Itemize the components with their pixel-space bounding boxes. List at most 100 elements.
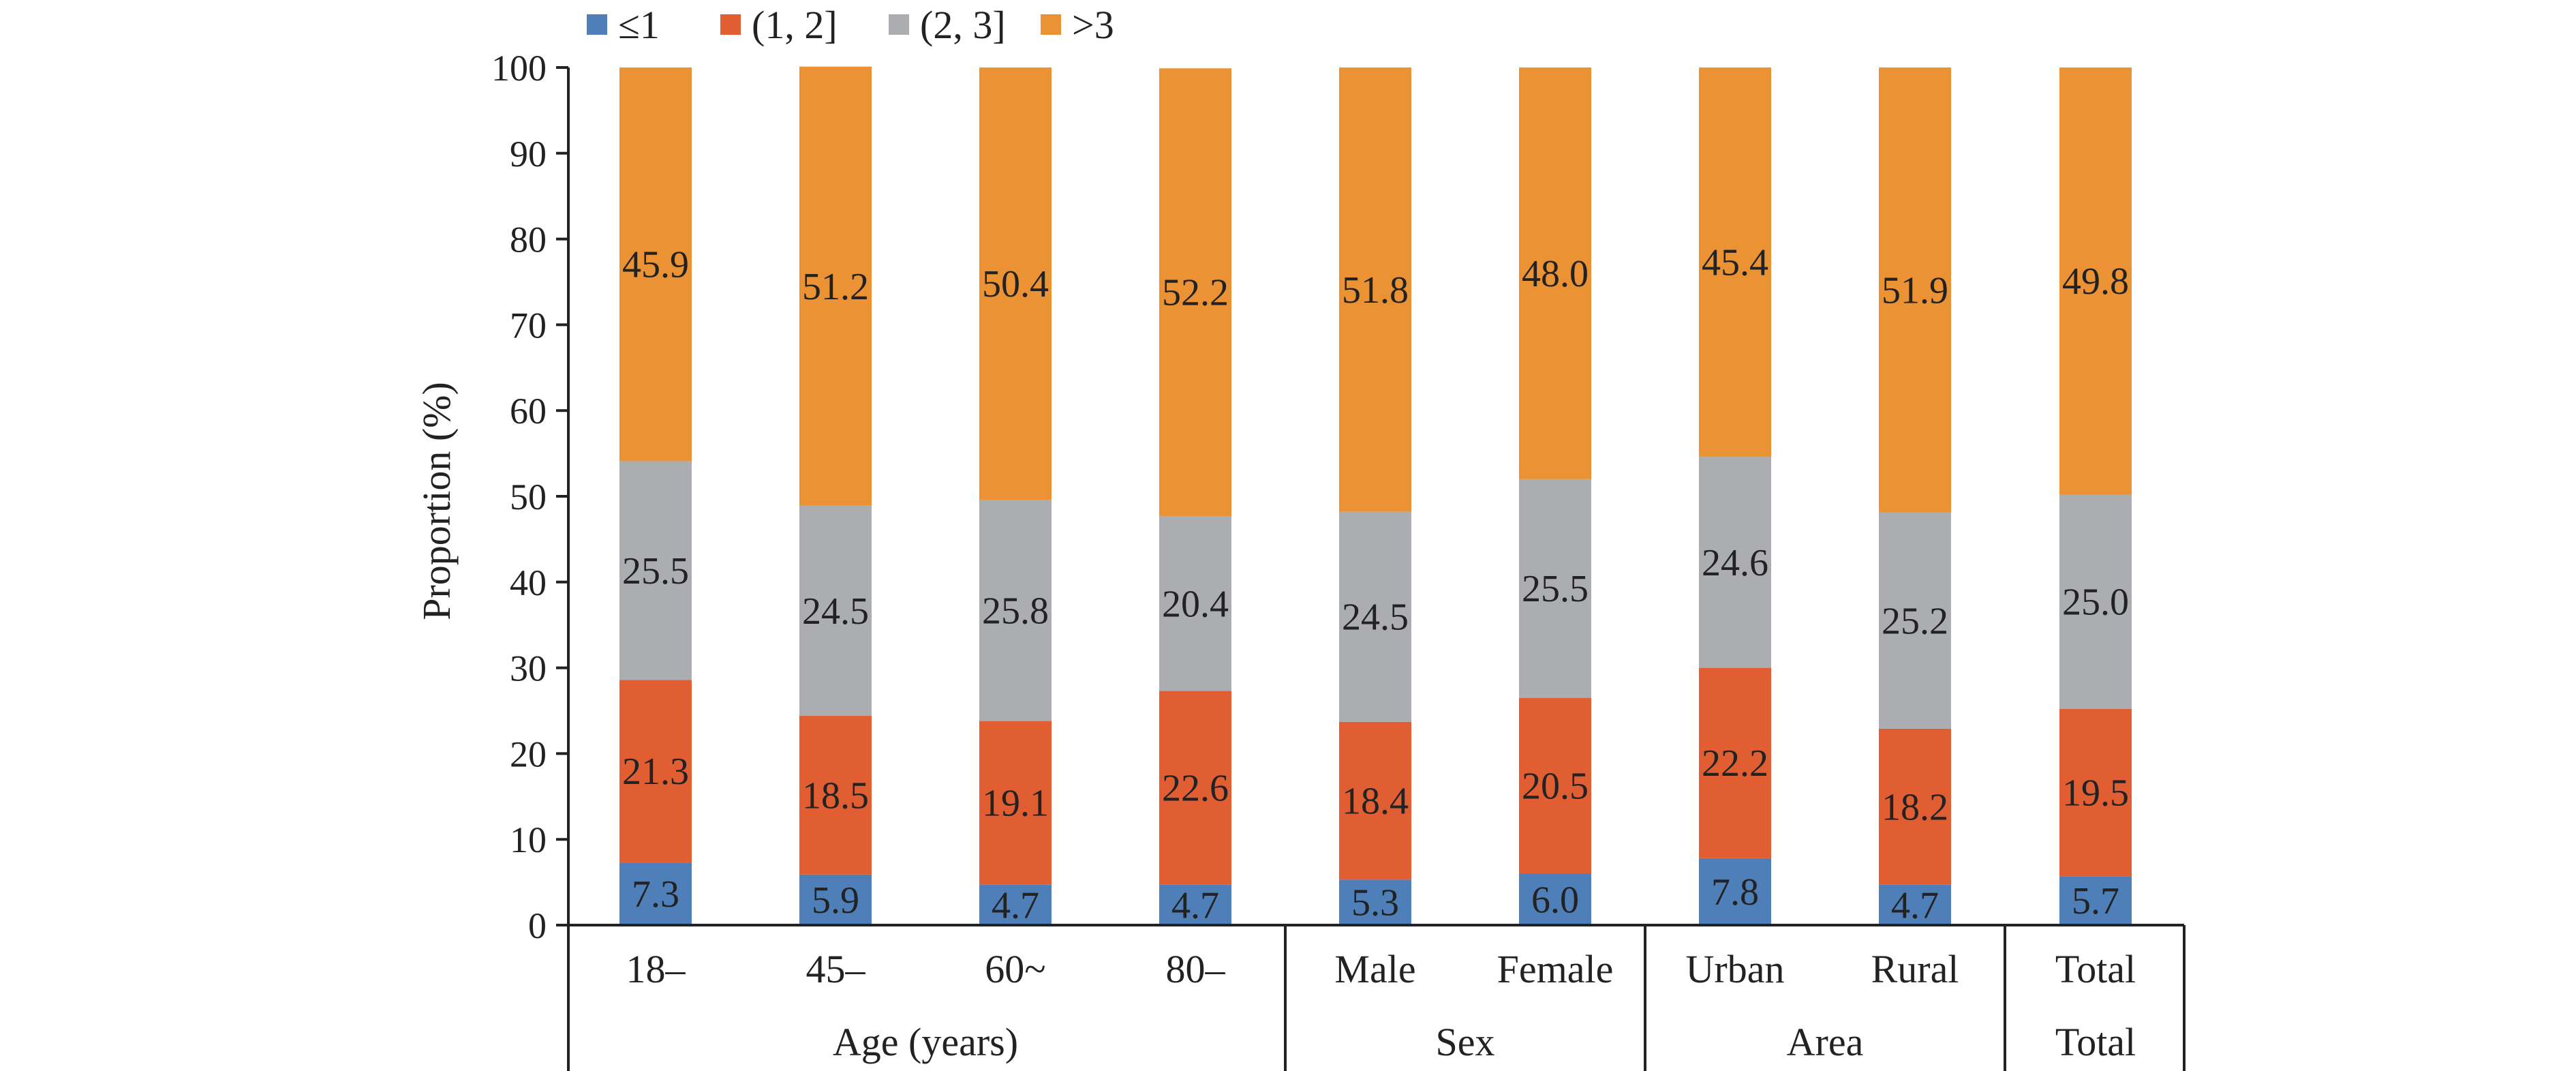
y-axis: 0 10 20 30 40 50 60 70 80 90 100 bbox=[491, 48, 570, 946]
bar-segment bbox=[1879, 512, 1951, 729]
data-label: 24.5 bbox=[1342, 597, 1409, 639]
data-label: 24.5 bbox=[802, 590, 869, 633]
data-label: 51.2 bbox=[802, 266, 869, 308]
bar-segment bbox=[1339, 511, 1411, 722]
bar-segment bbox=[979, 884, 1052, 925]
y-tick-label: 80 bbox=[510, 220, 547, 260]
group-label: Area bbox=[1787, 1020, 1864, 1064]
bar-stack-rural: 4.7 18.2 25.2 51.9 bbox=[1879, 67, 1951, 926]
y-tick-label: 90 bbox=[510, 134, 547, 175]
data-label: 4.7 bbox=[1171, 884, 1219, 926]
bar-segment bbox=[979, 500, 1052, 721]
data-label: 52.2 bbox=[1162, 272, 1229, 314]
category-label: Total bbox=[2055, 947, 2136, 991]
bar-segment bbox=[1159, 884, 1231, 925]
data-label: 5.3 bbox=[1351, 882, 1399, 924]
category-label: 80– bbox=[1166, 947, 1226, 991]
data-label: 19.5 bbox=[2062, 772, 2129, 815]
data-label: 6.0 bbox=[1531, 879, 1579, 921]
bar-segment bbox=[1519, 479, 1591, 698]
bar-segment bbox=[1519, 873, 1591, 925]
legend-item: ≤1 bbox=[587, 3, 660, 47]
y-tick-label: 70 bbox=[510, 305, 547, 346]
bar-segment bbox=[1699, 67, 1771, 457]
legend-item: (2, 3] bbox=[889, 3, 1006, 47]
data-label: 5.7 bbox=[2072, 880, 2119, 922]
bar-segment bbox=[979, 721, 1052, 885]
data-label: 25.0 bbox=[2062, 582, 2129, 624]
data-label: 7.8 bbox=[1711, 871, 1759, 914]
bar-stack-total: 5.7 19.5 25.0 49.8 bbox=[2059, 67, 2132, 925]
bar-stack-18: 7.3 21.3 25.5 45.9 bbox=[619, 67, 692, 925]
y-tick-label: 20 bbox=[510, 734, 547, 774]
bar-segment bbox=[2059, 494, 2132, 709]
x-axis: 18– 45– 60~ 80– Male Female Urban Rural Total Age… bbox=[567, 924, 2186, 1071]
data-label: 19.1 bbox=[982, 783, 1049, 825]
bar-stack-female: 6.0 20.5 25.5 48.0 bbox=[1519, 67, 1591, 925]
data-label: 45.4 bbox=[1702, 242, 1768, 284]
bar-segment bbox=[799, 505, 872, 716]
bar-stack-45: 5.9 18.5 24.5 51.2 bbox=[799, 66, 872, 925]
bar-stack-60: 4.7 19.1 25.8 50.4 bbox=[979, 67, 1052, 926]
y-tick-label: 0 bbox=[528, 905, 547, 946]
data-label: 20.5 bbox=[1522, 766, 1589, 808]
y-axis-title: Proportion (%) bbox=[414, 382, 459, 620]
bar-segment bbox=[1879, 67, 1951, 513]
bar-segment bbox=[619, 680, 692, 863]
data-label: 25.8 bbox=[982, 590, 1049, 632]
bar-segment bbox=[1699, 457, 1771, 668]
data-label: 20.4 bbox=[1162, 583, 1229, 625]
category-label: Female bbox=[1497, 947, 1614, 991]
y-tick-label: 100 bbox=[491, 48, 547, 89]
y-tick-label: 60 bbox=[510, 391, 547, 432]
data-label: 49.8 bbox=[2062, 260, 2129, 303]
bar-segment bbox=[1159, 691, 1231, 885]
data-label: 50.4 bbox=[982, 263, 1049, 305]
data-label: 22.2 bbox=[1702, 742, 1768, 785]
data-label: 45.9 bbox=[622, 244, 689, 286]
bar-segment bbox=[1519, 67, 1591, 479]
data-label: 24.6 bbox=[1702, 542, 1768, 584]
bar-segment bbox=[1519, 697, 1591, 874]
data-label: 22.6 bbox=[1162, 768, 1229, 810]
data-label: 4.7 bbox=[1891, 884, 1939, 926]
bar-segment bbox=[1699, 667, 1771, 858]
bar-stack-80: 4.7 22.6 20.4 52.2 bbox=[1159, 68, 1231, 926]
data-label: 18.5 bbox=[802, 774, 869, 817]
y-tick-label: 40 bbox=[510, 562, 547, 603]
bar-segment bbox=[799, 716, 872, 875]
group-label: Sex bbox=[1436, 1020, 1495, 1064]
bar-segment bbox=[799, 874, 872, 925]
bar-segment bbox=[1879, 728, 1951, 885]
bar-segment bbox=[979, 67, 1052, 500]
legend-label: >3 bbox=[1072, 3, 1114, 47]
y-tick-label: 10 bbox=[510, 819, 547, 860]
legend-label: (2, 3] bbox=[920, 3, 1006, 47]
legend-item: (1, 2] bbox=[720, 3, 838, 47]
bar-segment bbox=[2059, 876, 2132, 925]
legend-swatch bbox=[1041, 14, 1061, 35]
bar-segment bbox=[1159, 515, 1231, 691]
data-label: 18.2 bbox=[1882, 786, 1948, 828]
category-label: 18– bbox=[626, 947, 686, 991]
bar-stack-male: 5.3 18.4 24.5 51.8 bbox=[1339, 67, 1411, 925]
data-label: 18.4 bbox=[1342, 781, 1409, 823]
category-label: 60~ bbox=[985, 947, 1045, 991]
legend-item: >3 bbox=[1041, 3, 1114, 47]
category-label: Rural bbox=[1871, 947, 1959, 991]
y-tick-label: 30 bbox=[510, 648, 547, 689]
bar-segment bbox=[1339, 67, 1411, 512]
bar-segment bbox=[619, 67, 692, 462]
bar-segment bbox=[799, 66, 872, 506]
legend-label: ≤1 bbox=[618, 3, 660, 47]
data-label: 51.9 bbox=[1882, 269, 1948, 312]
legend: ≤1 (1, 2] (2, 3] >3 bbox=[587, 3, 1114, 47]
data-label: 4.7 bbox=[992, 884, 1039, 926]
legend-swatch bbox=[889, 14, 909, 35]
data-label: 21.3 bbox=[622, 751, 689, 793]
bar-stack-urban: 7.8 22.2 24.6 45.4 bbox=[1699, 67, 1771, 925]
data-label: 5.9 bbox=[812, 879, 859, 922]
legend-swatch bbox=[587, 14, 607, 35]
bar-segment bbox=[1879, 884, 1951, 925]
